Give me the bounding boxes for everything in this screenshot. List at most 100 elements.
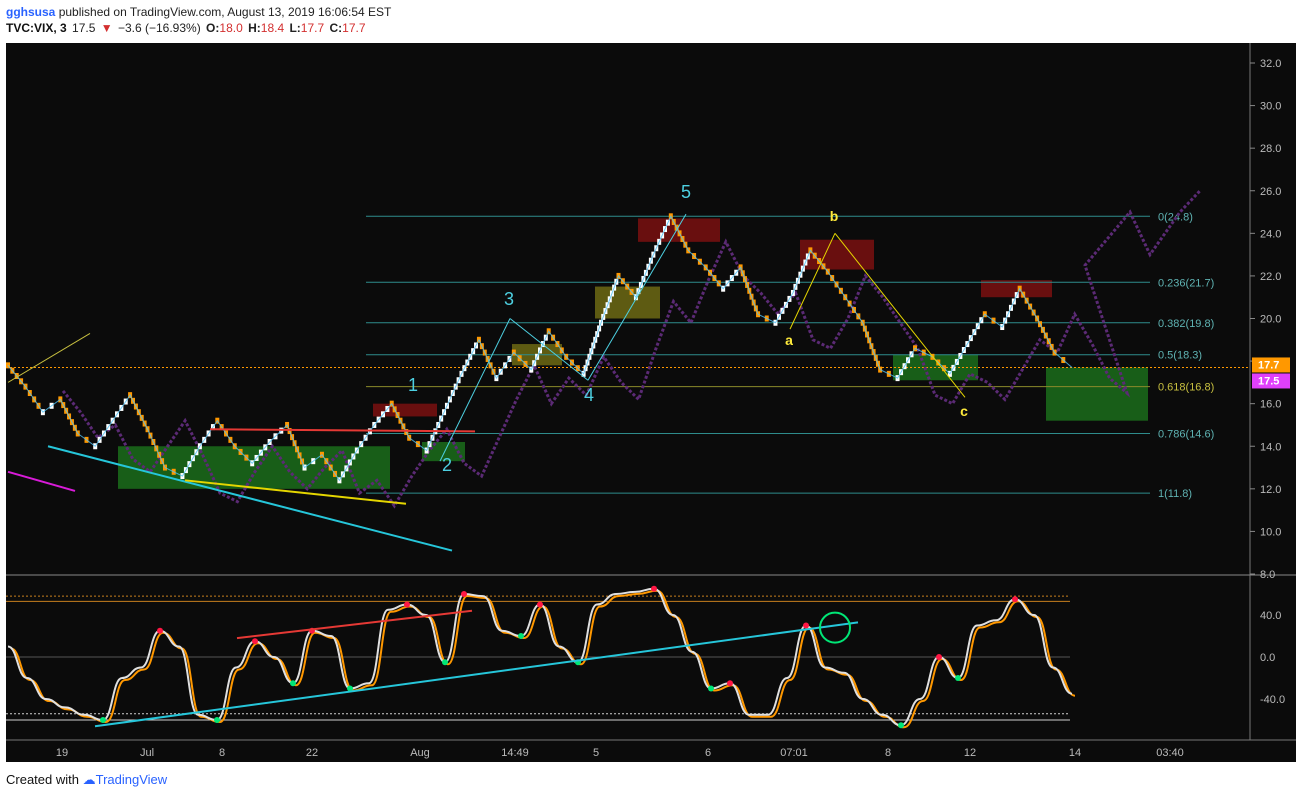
- symbol-label: TVC:VIX, 3: [6, 21, 67, 35]
- oscillator-axis-label: -40.0: [1260, 694, 1285, 706]
- impulse-wave-label: 5: [681, 182, 691, 202]
- trendlines-layer: [7, 213, 966, 552]
- fib-levels-layer: 0(24.8)0.236(21.7)0.382(19.8)0.5(18.3)0.…: [6, 211, 1250, 500]
- price-change: −3.6 (−16.93%): [117, 21, 201, 35]
- time-axis-label: Jul: [140, 747, 154, 759]
- publisher-name[interactable]: gghsusa: [6, 5, 56, 19]
- oscillator-cross-up-dot: [898, 722, 904, 729]
- fib-level-label: 0.786(14.6): [1158, 428, 1214, 440]
- oscillator-cross-up-dot: [290, 680, 296, 687]
- fib-level-label: 0.618(16.8): [1158, 382, 1214, 394]
- wave-line: [789, 233, 836, 330]
- oscillator-cross-down-dot: [651, 585, 657, 592]
- ohlc-line: TVC:VIX, 3 17.5 ▼ −3.6 (−16.93%) O:18.0 …: [6, 20, 391, 36]
- abc-wave-label: c: [960, 403, 968, 419]
- oscillator-cross-up-dot: [708, 685, 714, 692]
- shadow-series-line: [61, 189, 1202, 509]
- time-axis-label: 14:49: [501, 747, 529, 759]
- tradingview-link[interactable]: TradingView: [95, 772, 168, 787]
- time-axis[interactable]: 19 Jul 8 22 Aug 14:49 5 6 07:01 8 12 14 03:40: [56, 747, 1184, 759]
- price-axis-label: 10.0: [1260, 526, 1281, 538]
- fib-level-label: 0.5(18.3): [1158, 350, 1202, 362]
- price-tag-label: 17.7: [1258, 359, 1279, 371]
- time-axis-label: 07:01: [780, 747, 808, 759]
- oscillator-cross-up-dot: [442, 659, 448, 666]
- last-price: 17.5: [72, 21, 96, 35]
- time-axis-label: 6: [705, 747, 711, 759]
- price-axis-label: 20.0: [1260, 314, 1281, 326]
- price-axis-label: 32.0: [1260, 58, 1281, 70]
- footer: Created with ☁TradingView: [6, 772, 167, 788]
- impulse-wave-label: 1: [408, 375, 418, 395]
- abc-wave-label: b: [830, 208, 839, 224]
- oscillator-cross-down-dot: [461, 591, 467, 597]
- impulse-wave-label: 3: [504, 289, 514, 309]
- wave-line: [439, 318, 511, 462]
- tradingview-logo-icon: ☁: [82, 772, 96, 787]
- time-axis-label: 22: [306, 747, 318, 759]
- oscillator-cross-down-dot: [404, 601, 410, 608]
- down-arrow-icon: ▼: [100, 21, 113, 35]
- open-value: 18.0: [219, 21, 243, 35]
- price-axis-label: 28.0: [1260, 143, 1281, 155]
- oscillator-cross-up-dot: [100, 717, 106, 723]
- oscillator-divergence-line: [236, 609, 473, 640]
- oscillator-cross-up-dot: [955, 675, 961, 681]
- fib-level-label: 1(11.8): [1158, 488, 1192, 500]
- renko-bricks-layer: [6, 213, 1073, 484]
- price-axis-label: 16.0: [1260, 399, 1281, 411]
- chart-header: gghsusa published on TradingView.com, Au…: [6, 4, 391, 36]
- close-label: C:: [329, 21, 343, 35]
- price-tag: [1252, 357, 1290, 373]
- price-axis-label: 8.0: [1260, 569, 1275, 581]
- time-axis-label: 14: [1069, 747, 1081, 759]
- price-axis-label: 22.0: [1260, 271, 1281, 283]
- highlight-circle: [819, 611, 851, 644]
- price-smoothed-line: [7, 215, 1073, 482]
- created-with-text: Created with: [6, 772, 79, 787]
- price-axis[interactable]: 32.030.028.026.024.022.020.018.016.014.0…: [1250, 58, 1290, 706]
- price-axis-label: 14.0: [1260, 441, 1281, 453]
- price-axis-label: 24.0: [1260, 228, 1281, 240]
- open-label: O:: [206, 21, 220, 35]
- time-axis-label: 03:40: [1156, 747, 1184, 759]
- oscillator-cross-down-dot: [803, 622, 809, 629]
- low-value: 17.7: [300, 21, 325, 35]
- oscillator-cross-up-dot: [518, 633, 524, 639]
- oscillator-axis-label: 0.0: [1260, 652, 1275, 664]
- oscillator-cross-up-dot: [214, 717, 220, 723]
- price-axis-label: 12.0: [1260, 484, 1281, 496]
- low-label: L:: [289, 21, 301, 35]
- impulse-wave-label: 4: [584, 385, 594, 405]
- wave-line: [509, 318, 589, 381]
- wave-labels-layer: 1 2 3 4 5 a b c: [408, 182, 968, 475]
- close-value: 17.7: [342, 21, 366, 35]
- time-axis-label: 8: [219, 747, 225, 759]
- published-text: published on TradingView.com, August 13,…: [58, 5, 392, 19]
- demand-zone: [1046, 367, 1148, 421]
- chart-canvas[interactable]: 0(24.8)0.236(21.7)0.382(19.8)0.5(18.3)0.…: [0, 0, 1302, 762]
- trendline: [7, 470, 76, 492]
- trendline: [7, 332, 91, 383]
- fib-level-label: 0.236(21.7): [1158, 277, 1214, 289]
- time-axis-label: Aug: [410, 747, 430, 759]
- oscillator-cross-down-dot: [727, 680, 733, 687]
- resistance-line: [209, 428, 476, 433]
- oscillator-main-line: [7, 587, 1073, 727]
- price-axis-label: 30.0: [1260, 101, 1281, 113]
- oscillator-cross-down-dot: [157, 627, 163, 634]
- wave-line: [834, 233, 966, 398]
- time-axis-label: 5: [593, 747, 599, 759]
- high-value: 18.4: [260, 21, 285, 35]
- shadow-series-layer: [61, 189, 1202, 509]
- oscillator-cross-up-dot: [347, 685, 353, 692]
- supply-zone: [638, 218, 720, 242]
- oscillator-cross-down-dot: [936, 654, 942, 660]
- oscillator-layer: [6, 585, 1076, 729]
- time-axis-label: 8: [885, 747, 891, 759]
- high-label: H:: [248, 21, 261, 35]
- oscillator-cross-down-dot: [252, 638, 258, 645]
- fib-level-label: 0.382(19.8): [1158, 318, 1214, 330]
- impulse-wave-label: 2: [442, 455, 452, 475]
- trendline: [184, 479, 407, 505]
